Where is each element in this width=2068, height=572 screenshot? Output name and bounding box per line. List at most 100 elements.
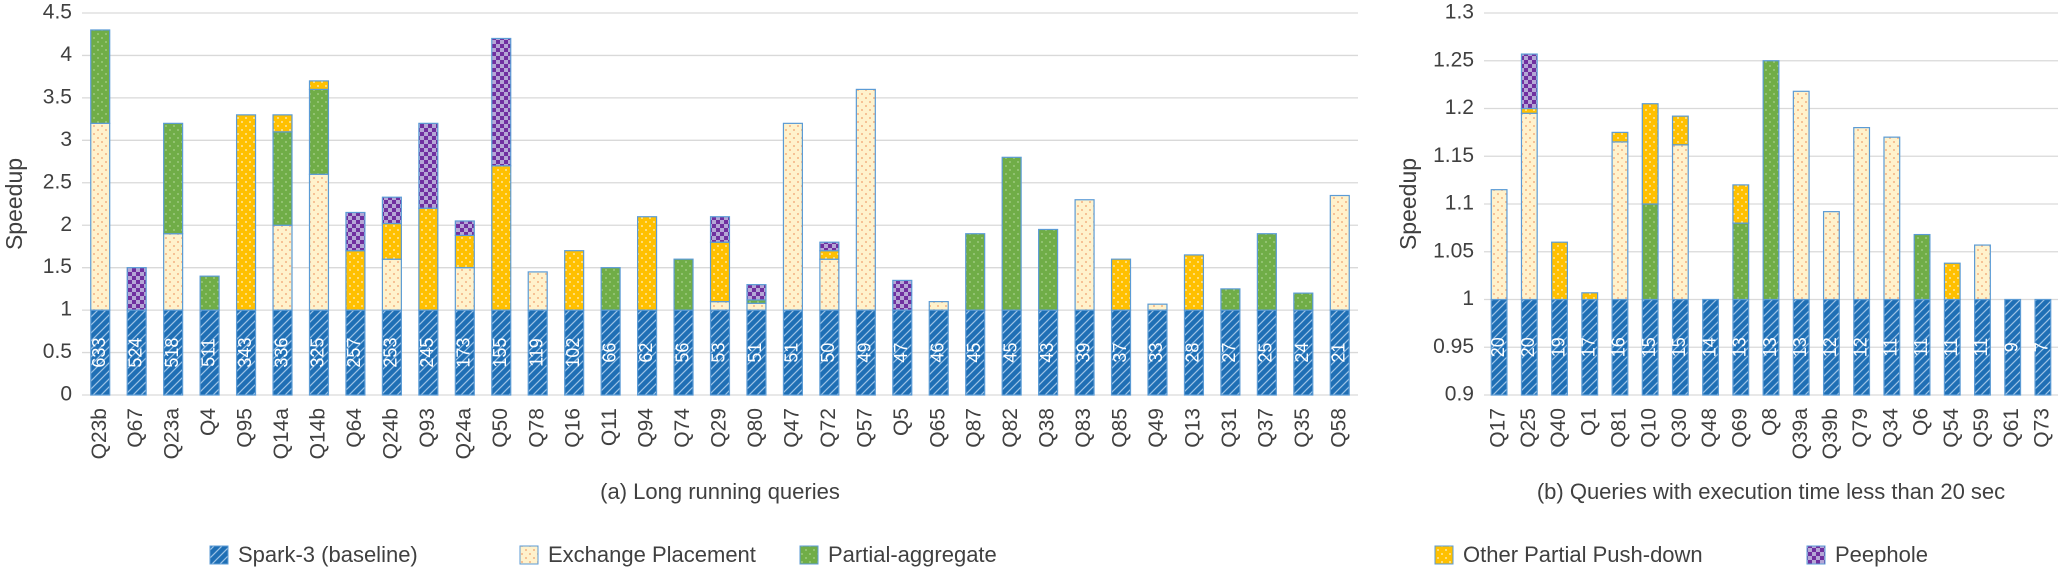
bar-label: 53 xyxy=(709,343,729,363)
y-tick-label: 1.15 xyxy=(1433,144,1474,167)
y-tick-label: 1.5 xyxy=(43,255,72,278)
bar-segment xyxy=(1038,228,1059,311)
bar-label: 336 xyxy=(271,338,291,368)
bar-segment xyxy=(1520,112,1538,301)
bar-segment xyxy=(600,267,621,311)
x-tick-label: Q35 xyxy=(1291,408,1314,448)
y-tick-label: 1 xyxy=(1462,287,1474,310)
bar-segment xyxy=(709,241,731,303)
bar-label: 343 xyxy=(235,338,255,368)
bar-segment xyxy=(308,173,330,311)
bar-label: 20 xyxy=(1518,337,1538,357)
legend-swatch xyxy=(519,545,539,565)
legend-label: Peephole xyxy=(1835,542,1928,567)
bar-segment xyxy=(1641,103,1659,205)
x-tick-label: Q1 xyxy=(1577,408,1600,436)
y-tick-label: 2 xyxy=(60,213,72,236)
bar-label: 11 xyxy=(1881,338,1901,357)
bar-label: 325 xyxy=(308,338,328,368)
bar-label: 257 xyxy=(344,338,364,368)
x-tick-label: Q14a xyxy=(270,408,293,460)
bar-segment xyxy=(1074,199,1095,311)
bar-label: 17 xyxy=(1578,337,1598,357)
bar-label: 66 xyxy=(599,343,619,363)
bar-label: 15 xyxy=(1669,337,1689,357)
bar-segment xyxy=(1551,241,1568,301)
bar-label: 253 xyxy=(381,338,401,368)
y-tick-label: 1 xyxy=(60,298,72,321)
bar-label: 45 xyxy=(1000,343,1020,363)
x-tick-label: Q6 xyxy=(1910,408,1933,436)
legend-label: Other Partial Push-down xyxy=(1463,542,1703,567)
bar-label: 13 xyxy=(1730,337,1750,357)
bar-segment xyxy=(1943,262,1961,301)
x-tick-label: Q24b xyxy=(379,408,402,459)
bar-segment xyxy=(1256,233,1277,311)
y-tick-label: 1.2 xyxy=(1445,96,1474,119)
y-tick-label: 0.95 xyxy=(1433,335,1474,358)
y-axis-title: Speedup xyxy=(1,158,27,250)
x-tick-label: Q38 xyxy=(1036,408,1059,448)
legend-swatch xyxy=(209,545,229,565)
legend-label: Exchange Placement xyxy=(548,542,756,567)
legend-swatch xyxy=(799,545,819,565)
bar-segment xyxy=(564,250,585,311)
x-tick-label: Q11 xyxy=(598,408,621,446)
bar-segment xyxy=(1853,126,1871,301)
bar-segment xyxy=(819,241,840,252)
bar-segment xyxy=(1732,222,1750,301)
bar-segment xyxy=(1520,107,1538,114)
bar-segment xyxy=(491,37,512,167)
legend-label: Spark-3 (baseline) xyxy=(238,542,418,567)
bar-segment xyxy=(491,165,512,311)
bar-segment xyxy=(454,267,475,311)
x-tick-label: Q64 xyxy=(343,408,366,448)
bar-label: 50 xyxy=(818,343,838,363)
bar-label: 119 xyxy=(526,338,546,367)
bar-segment xyxy=(1520,53,1538,110)
bar-segment xyxy=(1792,90,1810,301)
chart-title: (b) Queries with execution time less tha… xyxy=(1537,479,2005,504)
bar-label: 518 xyxy=(162,338,182,368)
y-tick-label: 0.5 xyxy=(43,340,72,363)
bar-label: 155 xyxy=(490,338,510,368)
y-tick-label: 3.5 xyxy=(43,85,72,108)
bar-label: 12 xyxy=(1850,337,1870,357)
x-tick-label: Q8 xyxy=(1759,408,1782,436)
bar-label: 511 xyxy=(198,338,218,367)
bar-segment xyxy=(1110,258,1132,311)
y-tick-label: 2.5 xyxy=(43,170,72,193)
x-tick-label: Q40 xyxy=(1547,408,1570,448)
bar-segment xyxy=(1611,141,1629,301)
x-tick-label: Q23b xyxy=(88,408,111,459)
bar-label: 7 xyxy=(2032,342,2052,352)
bar-label: 15 xyxy=(1639,337,1659,357)
x-tick-label: Q83 xyxy=(1072,408,1095,448)
x-tick-label: Q69 xyxy=(1728,408,1751,448)
x-tick-label: Q72 xyxy=(817,408,840,448)
bar-segment xyxy=(746,284,767,301)
bar-segment xyxy=(1883,136,1901,301)
bar-segment xyxy=(2034,298,2052,396)
bar-segment xyxy=(709,301,731,311)
y-tick-label: 0.9 xyxy=(1445,383,1474,406)
bar-label: 21 xyxy=(1329,343,1349,363)
bar-segment xyxy=(1293,292,1314,311)
x-tick-label: Q61 xyxy=(2000,408,2023,448)
bar-segment xyxy=(1611,131,1629,143)
bar-segment xyxy=(454,234,475,269)
bar-segment xyxy=(1974,244,1991,301)
x-tick-label: Q67 xyxy=(124,408,147,448)
bar-segment xyxy=(746,302,767,311)
x-tick-label: Q24a xyxy=(452,408,475,460)
bar-segment xyxy=(1001,156,1022,311)
x-tick-label: Q58 xyxy=(1327,408,1350,448)
bar-segment xyxy=(1147,303,1168,311)
x-tick-label: Q94 xyxy=(635,408,658,448)
bar-label: 633 xyxy=(89,338,109,368)
bar-segment xyxy=(90,122,111,311)
bar-label: 19 xyxy=(1548,337,1568,357)
x-tick-label: Q39a xyxy=(1789,408,1812,460)
x-tick-label: Q30 xyxy=(1668,408,1691,448)
bar-segment xyxy=(782,122,803,311)
